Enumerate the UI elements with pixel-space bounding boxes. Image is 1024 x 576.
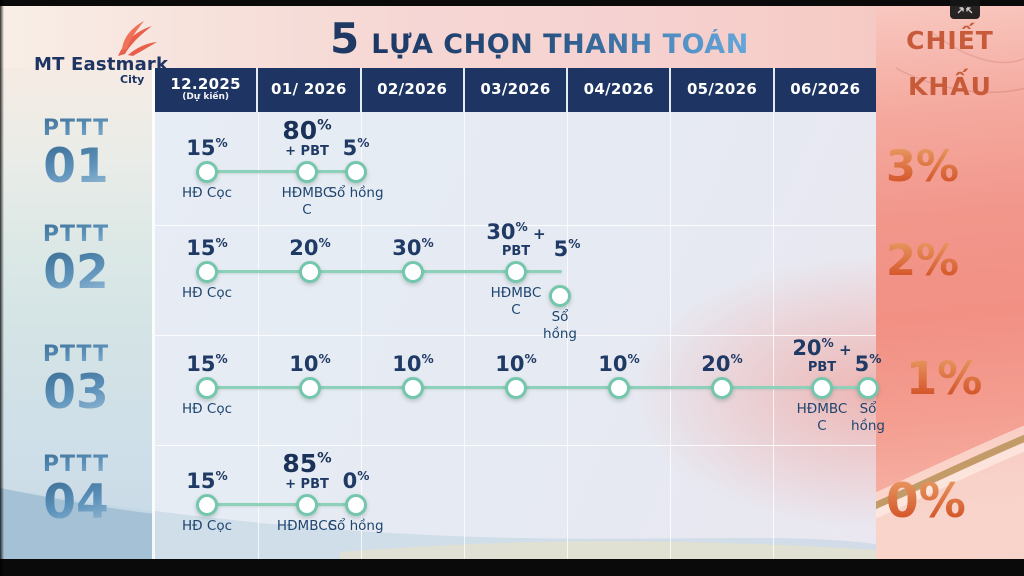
slide-background: CHIẾT KHẤU 3% 2% 1% 0% 12.2025 (Dự kiến)… xyxy=(0,6,1024,565)
milestone-dot xyxy=(549,285,571,307)
title-text: LỰA CHỌN THANH TOÁN xyxy=(371,29,749,60)
month-header-cell: 05/2026 xyxy=(671,68,773,112)
plan-label-3: PTTT 03 xyxy=(0,344,152,417)
title-band xyxy=(0,6,876,68)
title-number: 5 xyxy=(330,14,360,63)
timeline-line-plan1 xyxy=(207,170,357,173)
milestone-dot xyxy=(505,261,527,283)
milestone-dot xyxy=(608,377,630,399)
month-header-cell: 04/2026 xyxy=(568,68,670,112)
plan-label-1: PTTT 01 xyxy=(0,118,152,191)
milestone-dot xyxy=(711,377,733,399)
bottom-black-bar xyxy=(0,559,1024,576)
discount-value-plan1: 3% xyxy=(886,142,960,192)
phoenix-icon xyxy=(118,21,157,56)
discount-value-plan3: 1% xyxy=(906,352,983,405)
milestone-dot xyxy=(196,494,218,516)
milestone-dot xyxy=(296,161,318,183)
milestone-dot xyxy=(196,161,218,183)
divider xyxy=(152,68,155,559)
month-header-row: 12.2025 (Dự kiến) 01/ 2026 02/2026 03/20… xyxy=(155,68,876,112)
left-edge-shadow xyxy=(0,0,4,576)
slide-title: 5 LỰA CHỌN THANH TOÁN xyxy=(330,14,749,63)
month-header-cell: 02/2026 xyxy=(361,68,463,112)
discount-value-plan2: 2% xyxy=(886,236,960,286)
discount-value-plan4: 0% xyxy=(886,474,966,529)
discount-title-line1: CHIẾT xyxy=(906,26,994,55)
milestone-dot xyxy=(402,261,424,283)
milestone-dot xyxy=(196,377,218,399)
milestone-dot xyxy=(811,377,833,399)
milestone-dot xyxy=(196,261,218,283)
row-divider xyxy=(155,335,876,336)
month-header-cell: 06/2026 xyxy=(774,68,876,112)
milestone-dot xyxy=(345,494,367,516)
discount-panel: CHIẾT KHẤU 3% 2% 1% 0% xyxy=(876,6,1024,559)
milestone-dot xyxy=(402,377,424,399)
brand-name: MT Eastmark xyxy=(34,54,169,75)
brand-logo: MT Eastmark City xyxy=(28,14,168,86)
exit-fullscreen-button[interactable] xyxy=(950,0,980,19)
month-header-cell: 03/2026 xyxy=(464,68,567,112)
milestone-dot xyxy=(857,377,879,399)
month-header-cell: 01/ 2026 xyxy=(258,68,360,112)
top-black-bar xyxy=(0,0,1024,6)
milestone-dot xyxy=(299,377,321,399)
exit-fullscreen-icon xyxy=(957,7,973,14)
milestone-dot xyxy=(299,261,321,283)
milestone-dot xyxy=(345,161,367,183)
plan-column-background xyxy=(0,68,155,559)
row-divider xyxy=(155,445,876,446)
gold-curve-decoration xyxy=(876,31,1024,559)
plan-label-2: PTTT 02 xyxy=(0,224,152,297)
milestone-dot xyxy=(505,377,527,399)
milestone-dot xyxy=(296,494,318,516)
timeline-line-plan4 xyxy=(207,503,357,506)
month-header-cell: 12.2025 (Dự kiến) xyxy=(155,68,257,112)
plan-label-4: PTTT 04 xyxy=(0,454,152,527)
brand-sub: City xyxy=(120,73,145,86)
discount-title-line2: KHẤU xyxy=(908,72,992,101)
